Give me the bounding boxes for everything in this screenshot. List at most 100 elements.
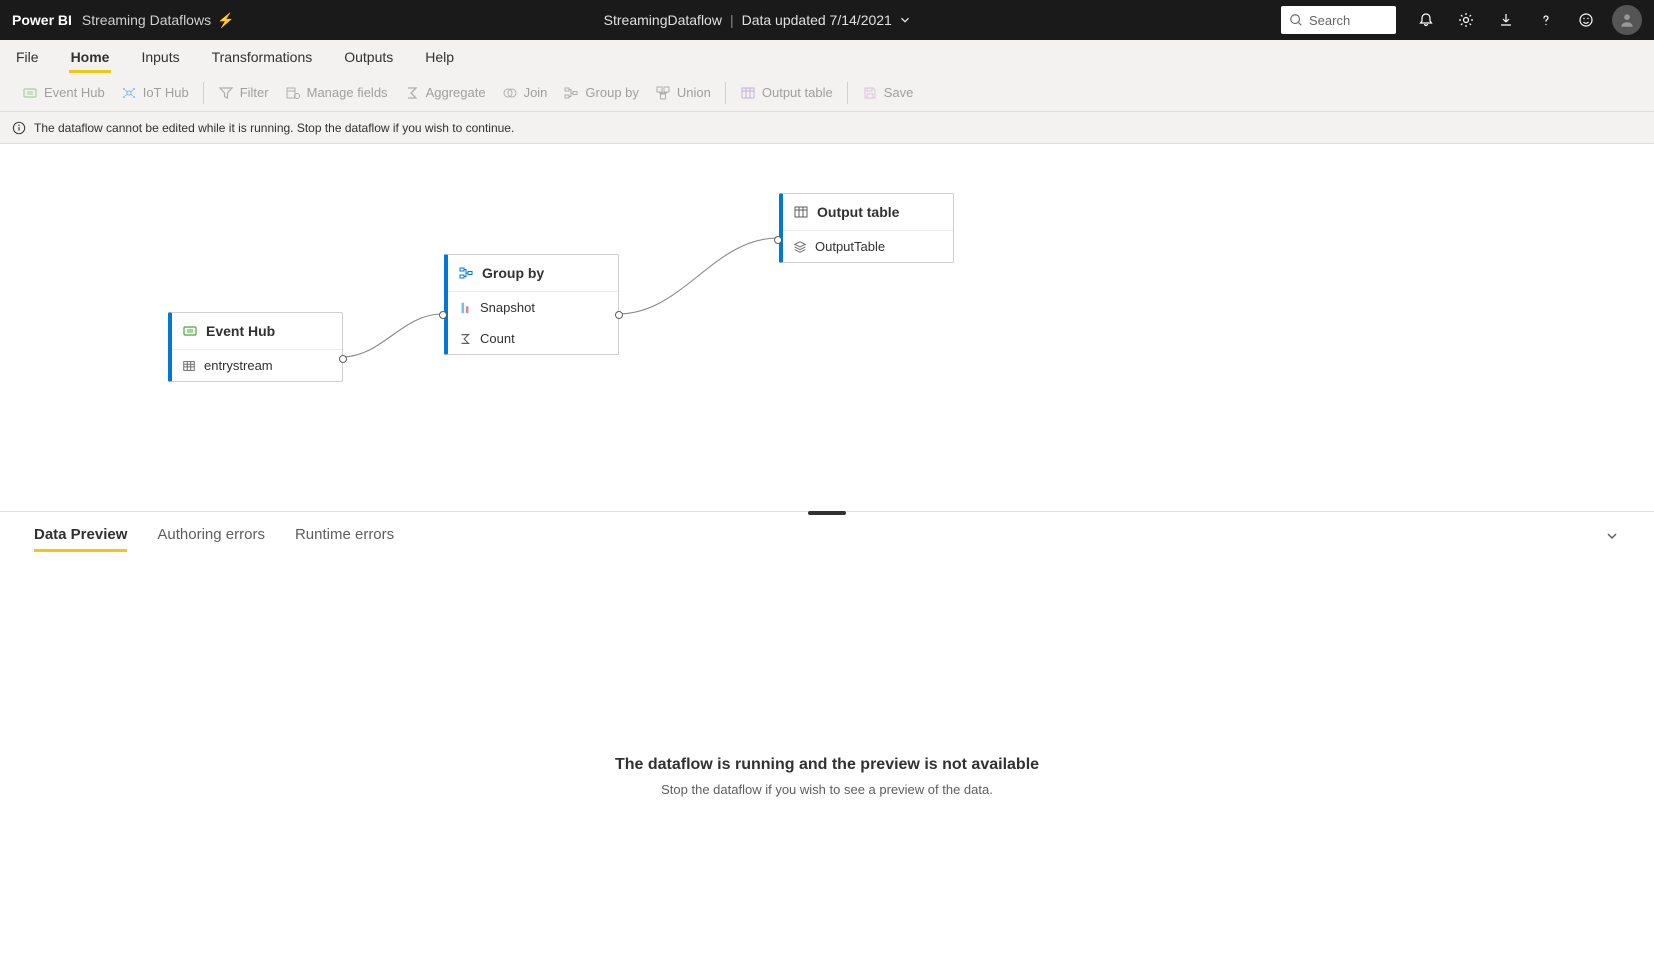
gear-icon bbox=[1458, 12, 1474, 28]
bottom-panel: Data Preview Authoring errors Runtime er… bbox=[0, 512, 1654, 953]
manage-fields-icon bbox=[285, 85, 301, 101]
chevron-down-icon bbox=[898, 13, 912, 27]
info-bar: The dataflow cannot be edited while it i… bbox=[0, 112, 1654, 144]
event-hub-icon bbox=[22, 85, 38, 101]
node-row-label: Snapshot bbox=[480, 300, 535, 315]
node-row-label: OutputTable bbox=[815, 239, 885, 254]
app-subtitle: Streaming Dataflows bbox=[82, 12, 211, 28]
preview-subtitle: Stop the dataflow if you wish to see a p… bbox=[661, 782, 993, 797]
header-right: Search bbox=[1281, 2, 1642, 38]
preview-title: The dataflow is running and the preview … bbox=[615, 756, 1039, 774]
person-icon bbox=[1618, 11, 1636, 29]
toolbar-separator bbox=[203, 82, 204, 104]
node-header: Event Hub bbox=[172, 313, 342, 350]
join-icon bbox=[502, 85, 518, 101]
tab-transformations[interactable]: Transformations bbox=[210, 43, 315, 71]
download-icon bbox=[1498, 12, 1514, 28]
settings-button[interactable] bbox=[1448, 2, 1484, 38]
smiley-icon bbox=[1578, 12, 1594, 28]
connector-1 bbox=[342, 274, 447, 364]
node-header: Group by bbox=[448, 255, 618, 292]
node-input-port[interactable] bbox=[439, 311, 447, 319]
tab-home[interactable]: Home bbox=[69, 43, 112, 71]
bottom-tabs: Data Preview Authoring errors Runtime er… bbox=[0, 512, 1654, 551]
toolbar-output-table-label: Output table bbox=[762, 85, 833, 100]
toolbar-filter[interactable]: Filter bbox=[210, 81, 277, 105]
toolbar-join[interactable]: Join bbox=[494, 81, 556, 105]
save-icon bbox=[862, 85, 878, 101]
toolbar-manage-fields-label: Manage fields bbox=[307, 85, 388, 100]
preview-content: The dataflow is running and the preview … bbox=[0, 551, 1654, 942]
toolbar-aggregate[interactable]: Aggregate bbox=[396, 81, 494, 105]
event-hub-icon bbox=[182, 323, 198, 339]
chevron-down-icon bbox=[1604, 528, 1620, 544]
filter-icon bbox=[218, 85, 234, 101]
node-event-hub[interactable]: Event Hub entrystream bbox=[168, 312, 343, 382]
toolbar: Event Hub IoT Hub Filter Manage fields A… bbox=[0, 74, 1654, 112]
dataflow-name: StreamingDataflow bbox=[604, 12, 722, 28]
table-icon bbox=[182, 359, 196, 373]
canvas[interactable]: Event Hub entrystream Group by Snapshot … bbox=[0, 144, 1654, 512]
header-center[interactable]: StreamingDataflow | Data updated 7/14/20… bbox=[235, 12, 1281, 28]
tab-help[interactable]: Help bbox=[423, 43, 456, 71]
top-header: Power BI Streaming Dataflows ⚡ Streaming… bbox=[0, 0, 1654, 40]
toolbar-union-label: Union bbox=[677, 85, 711, 100]
tab-data-preview[interactable]: Data Preview bbox=[34, 526, 127, 551]
node-output-port[interactable] bbox=[339, 355, 347, 363]
toolbar-join-label: Join bbox=[524, 85, 548, 100]
node-input-port[interactable] bbox=[774, 236, 782, 244]
toolbar-aggregate-label: Aggregate bbox=[426, 85, 486, 100]
tab-file[interactable]: File bbox=[14, 43, 41, 71]
lightning-icon: ⚡ bbox=[217, 12, 234, 29]
tab-inputs[interactable]: Inputs bbox=[139, 43, 181, 71]
feedback-button[interactable] bbox=[1568, 2, 1604, 38]
node-header: Output table bbox=[783, 194, 953, 231]
toolbar-union[interactable]: Union bbox=[647, 81, 719, 105]
connector-2 bbox=[618, 214, 783, 319]
search-input[interactable]: Search bbox=[1281, 6, 1396, 34]
info-message: The dataflow cannot be edited while it i… bbox=[34, 121, 514, 135]
help-icon bbox=[1538, 12, 1554, 28]
toolbar-iot-hub[interactable]: IoT Hub bbox=[113, 81, 197, 105]
toolbar-event-hub[interactable]: Event Hub bbox=[14, 81, 113, 105]
union-icon bbox=[655, 85, 671, 101]
main-tabs: File Home Inputs Transformations Outputs… bbox=[0, 40, 1654, 74]
node-row: Snapshot bbox=[448, 292, 618, 323]
node-row-label: entrystream bbox=[204, 358, 273, 373]
bell-icon bbox=[1418, 12, 1434, 28]
download-button[interactable] bbox=[1488, 2, 1524, 38]
node-group-by[interactable]: Group by Snapshot Count bbox=[444, 254, 619, 355]
toolbar-separator bbox=[847, 82, 848, 104]
toolbar-group-by[interactable]: Group by bbox=[555, 81, 646, 105]
collapse-panel-button[interactable] bbox=[1604, 528, 1620, 549]
toolbar-iot-hub-label: IoT Hub bbox=[143, 85, 189, 100]
tab-runtime-errors[interactable]: Runtime errors bbox=[295, 526, 394, 551]
node-row: entrystream bbox=[172, 350, 342, 381]
panel-resize-handle[interactable] bbox=[808, 511, 846, 515]
separator: | bbox=[730, 12, 734, 28]
toolbar-save[interactable]: Save bbox=[854, 81, 922, 105]
iot-hub-icon bbox=[121, 85, 137, 101]
node-row-label: Count bbox=[480, 331, 515, 346]
node-output-port[interactable] bbox=[615, 311, 623, 319]
toolbar-group-by-label: Group by bbox=[585, 85, 638, 100]
node-row: OutputTable bbox=[783, 231, 953, 262]
node-title: Output table bbox=[817, 204, 899, 220]
group-by-icon bbox=[458, 265, 474, 281]
toolbar-event-hub-label: Event Hub bbox=[44, 85, 105, 100]
tab-outputs[interactable]: Outputs bbox=[342, 43, 395, 71]
snapshot-icon bbox=[458, 301, 472, 315]
node-title: Event Hub bbox=[206, 323, 275, 339]
help-button[interactable] bbox=[1528, 2, 1564, 38]
toolbar-manage-fields[interactable]: Manage fields bbox=[277, 81, 396, 105]
brand-name: Power BI bbox=[12, 12, 72, 28]
updated-label: Data updated 7/14/2021 bbox=[742, 12, 892, 28]
sigma-icon bbox=[458, 332, 472, 346]
tab-authoring-errors[interactable]: Authoring errors bbox=[157, 526, 265, 551]
aggregate-icon bbox=[404, 85, 420, 101]
toolbar-filter-label: Filter bbox=[240, 85, 269, 100]
node-output-table[interactable]: Output table OutputTable bbox=[779, 193, 954, 263]
notifications-button[interactable] bbox=[1408, 2, 1444, 38]
toolbar-output-table[interactable]: Output table bbox=[732, 81, 841, 105]
user-avatar[interactable] bbox=[1612, 5, 1642, 35]
